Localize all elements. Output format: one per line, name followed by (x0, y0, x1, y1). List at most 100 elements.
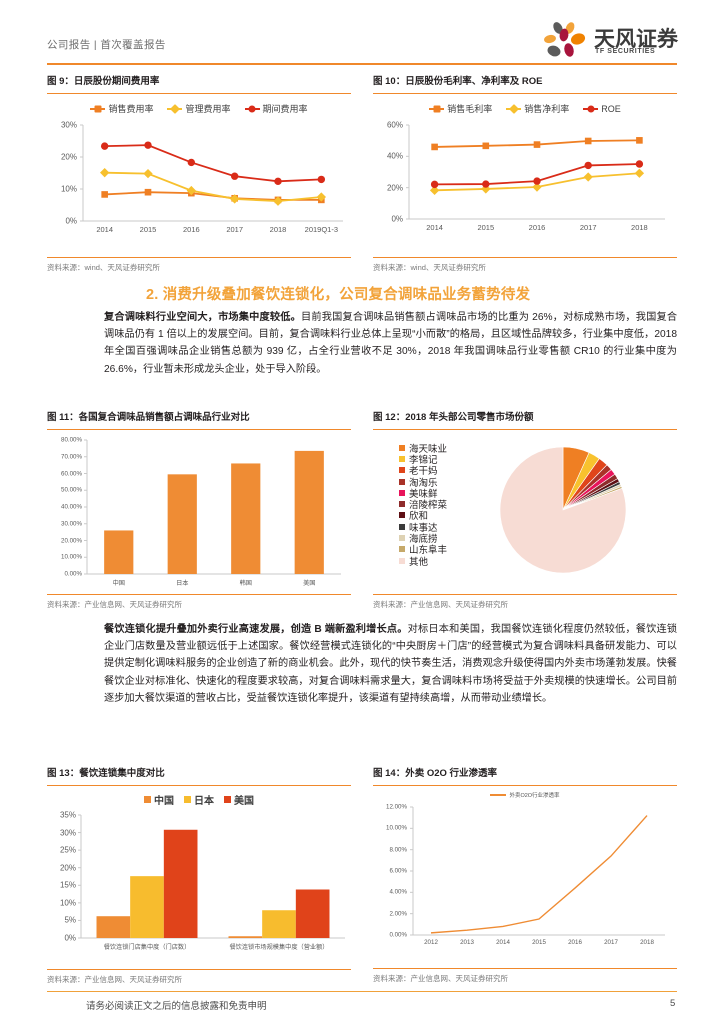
figure-12: 图 12：2018 年头部公司零售市场份额 海天味业 李锦记 老干妈 淘淘乐 美味鲜 涪陵… (373, 412, 677, 610)
axis-tick-label: 2013 (460, 939, 474, 946)
figure-13-chart: 中国 日本 美国 0% 5% 10% 15% 20% 25% 30% 35% 餐饮连锁门店集中度… (47, 792, 351, 969)
pie-legend-item: 美味鲜 (399, 487, 447, 500)
axis-tick-label: 10% (59, 898, 76, 908)
figure-11-chart: 0.00% 10.00% 20.00% 30.00% 40.00% 50.00% 60.00… (47, 430, 351, 594)
axis-tick-label: 35% (59, 810, 76, 820)
axis-tick-label: 餐饮连锁门店集中度（门店数） (103, 944, 191, 951)
chart-svg (78, 814, 345, 939)
figure-14-plot: 0.00% 2.00% 4.00% 6.00% 8.00% 10.00% 12.00% 201… (373, 799, 677, 957)
figure-14-title-rule (373, 785, 677, 786)
figure-11-title-rule (47, 429, 351, 430)
legend-label: 日本 (194, 796, 214, 807)
figure-10-title: 图 10：日辰股份毛利率、净利率及 ROE (373, 76, 543, 87)
axis-tick-label: 60% (386, 120, 403, 130)
legend-swatch (399, 489, 405, 496)
legend-label: 管理费用率 (185, 104, 231, 114)
axis-tick-label: 2018 (640, 939, 654, 946)
axis-tick-label: 2012 (424, 939, 438, 946)
axis-tick-label: 2017 (226, 225, 243, 234)
page-header: 公司报告 | 首次覆盖报告 天风证券 TF SECURITIES (0, 0, 724, 66)
legend-swatch (399, 501, 405, 508)
figure-11: 图 11：各国复合调味品销售额占调味品行业对比 0.00% 10.00% 20.00… (47, 412, 351, 610)
axis-tick-label: 6.00% (389, 867, 407, 875)
footer-disclaimer: 请务必阅读正文之后的信息披露和免责申明 (86, 1001, 267, 1012)
axis-tick-label: 2016 (528, 223, 546, 232)
axis-tick-label: 20.00% (61, 537, 82, 544)
legend-item-net-margin: 销售净利率 (506, 102, 569, 115)
legend-swatch (399, 455, 405, 462)
figure-12-source: 资料来源：产业信息网、天风证券研究所 (373, 600, 508, 609)
breadcrumb: 公司报告 | 首次覆盖报告 (47, 39, 166, 51)
figure-9-title: 图 9：日辰股份期间费用率 (47, 76, 160, 87)
paragraph-2-lead: 餐饮连锁化提升叠加外卖行业高速发展，创造 B 端新盈利增长点。 (104, 624, 408, 635)
axis-tick-label: 70.00% (61, 453, 82, 461)
legend-label: 中国 (154, 796, 174, 807)
page-number: 5 (670, 998, 676, 1009)
legend-item-sales-expense-ratio: 销售费用率 (90, 102, 153, 115)
legend-swatch (399, 546, 405, 553)
paragraph-1-body: 目前我国复合调味品销售额占调味品市场的比重为 26%，对标成熟市场，我国复合调味… (104, 312, 678, 375)
figure-11-plot: 0.00% 10.00% 20.00% 30.00% 40.00% 50.00% 60.00… (47, 430, 351, 594)
footer-rule (47, 991, 677, 992)
figure-14-source: 资料来源：产业信息网、天风证券研究所 (373, 974, 508, 983)
legend-label: 味事达 (409, 522, 438, 534)
figure-11-source-rule (47, 594, 351, 595)
axis-tick-label: 30% (60, 120, 77, 130)
legend-swatch (184, 796, 191, 803)
pie-legend-item: 海天味业 (399, 442, 448, 455)
legend-label: 老干妈 (409, 466, 438, 478)
figure-13-plot: 0% 5% 10% 15% 20% 25% 30% 35% 餐饮连锁门店集中度（门店数） 餐饮连锁… (47, 807, 351, 962)
figure-14-chart: 外卖O2O行业渗透率 0.00% 2.00% 4.00% 6.00% 8.00% 10.0… (373, 791, 677, 968)
axis-tick-label: 餐饮连锁市场规模集中度（营业额） (229, 944, 329, 951)
paragraph-1-lead: 复合调味料行业空间大，市场集中度较低。 (104, 312, 302, 323)
legend-label: 海天味业 (409, 443, 448, 455)
axis-tick-label: 20% (60, 152, 77, 162)
pie-legend-item: 欣和 (399, 510, 447, 523)
figure-9-source: 资料来源：wind、天风证券研究所 (47, 263, 160, 272)
axis-tick-label: 日本 (176, 580, 189, 587)
legend-label: 外卖O2O行业渗透率 (509, 793, 560, 799)
axis-tick-label: 0% (391, 214, 403, 224)
axis-tick-label: 10.00% (386, 824, 407, 832)
legend-item-usa: 美国 (224, 792, 254, 807)
figure-14-legend: 外卖O2O行业渗透率 (373, 791, 677, 799)
axis-tick-label: 2017 (604, 939, 618, 946)
figure-9-source-rule (47, 257, 351, 258)
axis-tick-label: 20% (386, 183, 403, 193)
legend-swatch (224, 796, 231, 803)
figure-14-source-rule (373, 968, 677, 969)
paragraph-1: 复合调味料行业空间大，市场集中度较低。目前我国复合调味品销售额占调味品市场的比重… (104, 309, 677, 378)
pie-legend: 海天味业 李锦记 老干妈 淘淘乐 美味鲜 涪陵榨菜 欣和 味事达 海底捞 山东阜丰 其他 (399, 442, 448, 568)
figure-10-source-rule (373, 257, 677, 258)
brand-logo: 天风证券 TF SECURITIES (542, 22, 678, 62)
legend-label: 欣和 (409, 511, 429, 523)
axis-tick-label: 美国 (303, 580, 316, 587)
figure-10: 图 10：日辰股份毛利率、净利率及 ROE 销售毛利率 销售净利率 ROE 0%… (373, 76, 677, 273)
legend-swatch (399, 467, 405, 474)
axis-tick-label: 60.00% (61, 470, 82, 477)
axis-tick-label: 4.00% (389, 888, 407, 896)
chart-svg (80, 124, 343, 222)
figure-12-title-rule (373, 429, 677, 430)
axis-tick-label: 25% (59, 845, 76, 855)
pie-legend-item: 老干妈 (399, 465, 447, 478)
legend-label: 其他 (409, 556, 429, 568)
figure-13-title-rule (47, 785, 351, 786)
legend-label: ROE (601, 103, 621, 114)
figure-10-title-rule (373, 93, 677, 94)
legend-item-roe: ROE (583, 104, 621, 114)
figure-14: 图 14：外卖 O2O 行业渗透率 外卖O2O行业渗透率 0.00% 2.00% 4… (373, 768, 677, 984)
axis-tick-label: 15% (59, 880, 76, 890)
axis-tick-label: 50.00% (61, 486, 82, 494)
legend-label: 销售毛利率 (447, 104, 493, 114)
figure-12-plot: 海天味业 李锦记 老干妈 淘淘乐 美味鲜 涪陵榨菜 欣和 味事达 海底捞 山东阜丰 其他 (373, 430, 677, 594)
figure-12-title: 图 12：2018 年头部公司零售市场份额 (373, 412, 534, 423)
figure-13: 图 13：餐饮连锁集中度对比 中国 日本 美国 0% 5% 10% 15% 20% 25%… (47, 768, 351, 985)
figure-12-source-rule (373, 594, 677, 595)
tf-flower-logo-icon (542, 22, 590, 62)
legend-item-gross-margin: 销售毛利率 (429, 102, 492, 115)
legend-label: 山东阜丰 (409, 545, 448, 557)
axis-tick-label: 40% (386, 151, 403, 161)
axis-tick-label: 2014 (96, 225, 113, 234)
